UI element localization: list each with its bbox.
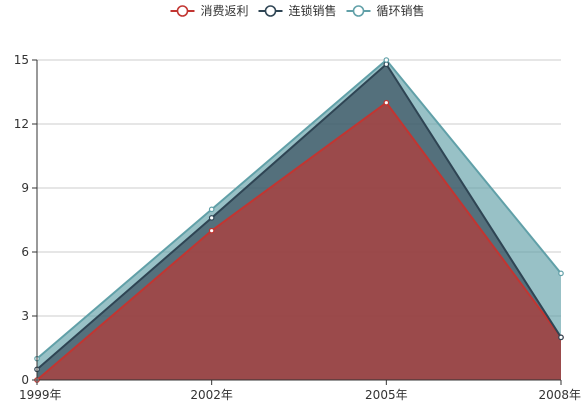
y-tick-label-3: 9: [21, 181, 29, 195]
line-1: [36, 62, 562, 371]
point-0-1[interactable]: [208, 227, 215, 234]
series-areas: [37, 60, 561, 381]
x-tick-label-2: 2005年: [365, 388, 408, 402]
point-1-3[interactable]: [558, 334, 564, 341]
legend-label-0: 消费返利: [201, 4, 249, 18]
point-2-3[interactable]: [558, 270, 564, 277]
y-tick-label-2: 6: [21, 245, 29, 259]
legend-item-0[interactable]: 消费返利: [170, 4, 249, 18]
x-tick-label-3: 2008年: [538, 388, 581, 402]
series-lines: [36, 58, 562, 381]
line-0: [36, 101, 562, 381]
legend-marker-0: [176, 5, 189, 17]
y-tick-label-0: 0: [21, 373, 29, 387]
x-tick-label-1: 2002年: [190, 388, 233, 402]
line-2: [36, 58, 562, 360]
point-2-2[interactable]: [383, 57, 390, 63]
point-0-2[interactable]: [383, 99, 390, 106]
y-tick-label-5: 15: [14, 53, 29, 67]
y-tick-label-1: 3: [21, 309, 29, 323]
axes: 0 3 6 9 12 15 1999年 2002年 2005年 2008年: [14, 53, 581, 402]
legend-label-1: 连锁销售: [289, 3, 337, 18]
x-tick-label-0: 1999年: [19, 388, 62, 402]
area-0: [37, 102, 561, 381]
legend[interactable]: 消费返利 连锁销售 循环销售: [170, 3, 425, 18]
legend-item-1[interactable]: 连锁销售: [258, 3, 337, 18]
legend-label-2: 循环销售: [377, 3, 425, 18]
point-1-1[interactable]: [208, 215, 215, 221]
legend-marker-2: [352, 5, 365, 17]
y-tick-label-4: 12: [14, 117, 29, 131]
legend-marker-1: [264, 5, 277, 17]
legend-item-2[interactable]: 循环销售: [346, 3, 425, 18]
point-2-1[interactable]: [208, 206, 215, 213]
